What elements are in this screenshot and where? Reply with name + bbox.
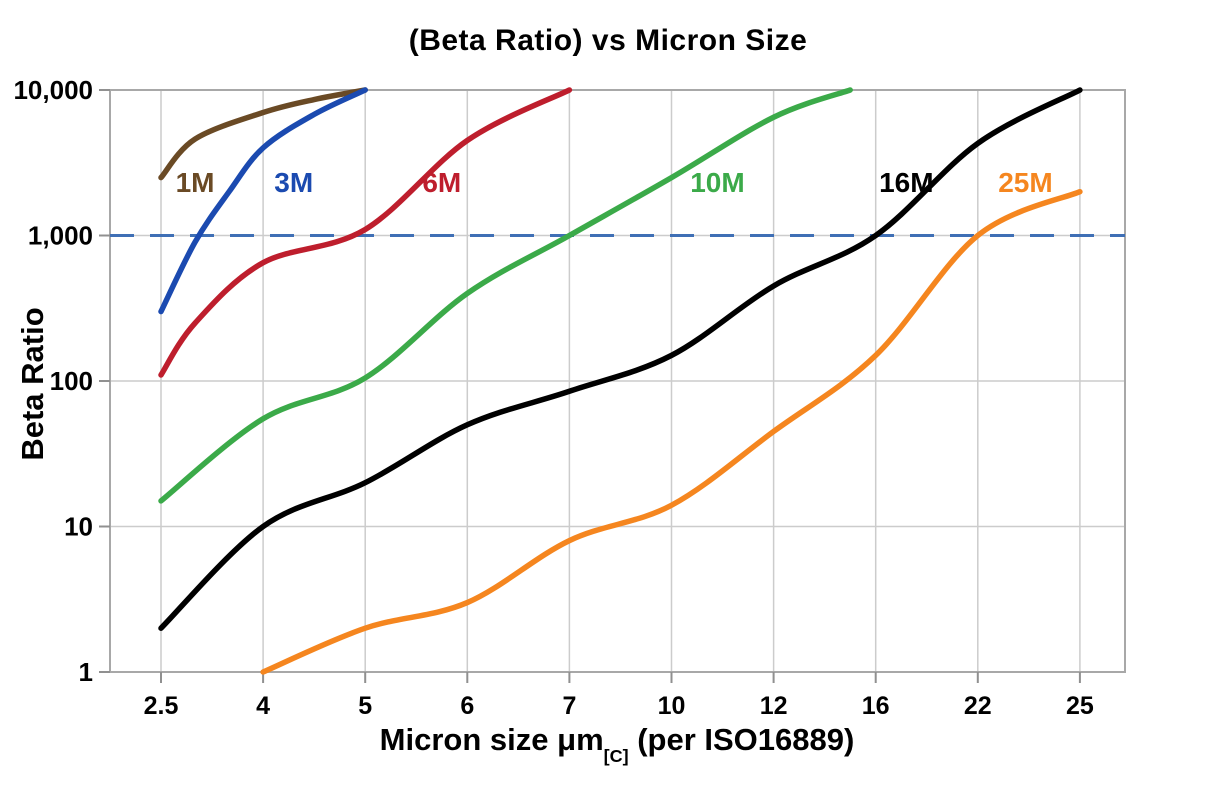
y-tick-label: 1,000 xyxy=(28,221,93,251)
x-tick-label: 7 xyxy=(562,692,576,720)
x-tick-label: 22 xyxy=(964,692,992,720)
series-curve-10M xyxy=(158,87,853,504)
series-curve-16M xyxy=(158,87,1083,631)
series-curves xyxy=(158,87,1083,675)
y-tick-label: 1 xyxy=(79,657,93,687)
x-tick-label: 6 xyxy=(460,692,474,720)
series-curve-6M xyxy=(158,87,573,378)
series-label-1M: 1M xyxy=(176,167,215,198)
series-curve-25M xyxy=(260,188,1083,675)
series-label-3M: 3M xyxy=(274,167,313,198)
x-tick-label: 25 xyxy=(1066,692,1094,720)
x-tick-label: 12 xyxy=(760,692,788,720)
x-tick-label: 5 xyxy=(358,692,372,720)
y-tick-label: 10 xyxy=(64,512,93,542)
series-label-6M: 6M xyxy=(422,167,461,198)
series-curve-1M xyxy=(158,87,368,181)
y-tick-label: 10,000 xyxy=(13,75,93,105)
series-curve-3M xyxy=(158,87,368,315)
x-axis-title: Micron size μm[C] (per ISO16889) xyxy=(0,722,1216,766)
y-tick-label: 100 xyxy=(50,366,93,396)
x-tick-label: 2.5 xyxy=(144,692,179,720)
series-label-16M: 16M xyxy=(879,167,933,198)
x-tick-label: 4 xyxy=(256,692,270,720)
x-axis-title-main: Micron size μm xyxy=(379,722,604,757)
x-axis-title-rest: (per ISO16889) xyxy=(628,722,855,757)
x-tick-label: 10 xyxy=(658,692,686,720)
series-label-25M: 25M xyxy=(998,167,1052,198)
x-tick-label: 16 xyxy=(862,692,890,720)
chart-title: (Beta Ratio) vs Micron Size xyxy=(408,24,808,57)
series-label-10M: 10M xyxy=(690,167,744,198)
x-axis-title-subscript: [C] xyxy=(603,745,629,766)
